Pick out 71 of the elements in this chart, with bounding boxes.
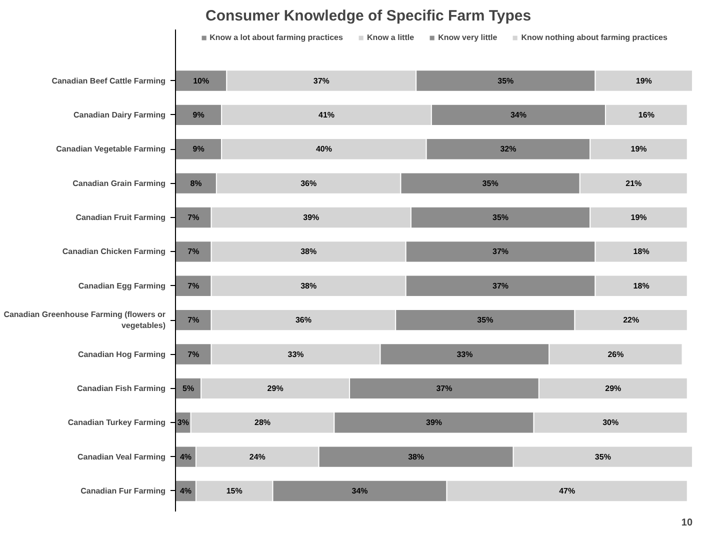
y-tick-label: Canadian Veal Farming bbox=[77, 452, 166, 462]
data-label: 39% bbox=[303, 213, 320, 222]
data-label: 9% bbox=[192, 110, 204, 120]
y-tick-label: Canadian Turkey Farming bbox=[68, 418, 166, 428]
text: 10 bbox=[681, 518, 693, 528]
data-label: 18% bbox=[633, 247, 650, 256]
data-label: 19% bbox=[630, 144, 647, 154]
legend-label: Know a lot about farming practices bbox=[210, 33, 343, 42]
data-label: 19% bbox=[630, 213, 647, 222]
data-label: 38% bbox=[300, 281, 317, 290]
data-label: 37% bbox=[313, 76, 330, 86]
y-tick-label: Canadian Egg Farming bbox=[78, 281, 166, 290]
data-label: 35% bbox=[492, 213, 509, 222]
data-label: 7% bbox=[188, 316, 200, 325]
data-label: 36% bbox=[295, 316, 312, 325]
data-label: 4% bbox=[180, 452, 192, 462]
data-label: 34% bbox=[352, 486, 368, 496]
chart-title: Consumer Knowledge of Specific Farm Types bbox=[206, 8, 532, 24]
data-label: 5% bbox=[182, 384, 194, 393]
data-label: 22% bbox=[623, 316, 640, 325]
data-label: 4% bbox=[180, 486, 192, 496]
data-label: 37% bbox=[436, 384, 452, 393]
y-tick-label: Canadian Fish Farming bbox=[77, 384, 166, 393]
data-label: 8% bbox=[190, 178, 202, 188]
data-label: 7% bbox=[188, 213, 200, 222]
data-label: 7% bbox=[188, 281, 200, 290]
y-tick-label: Canadian Fruit Farming bbox=[76, 213, 166, 222]
data-label: 37% bbox=[492, 247, 509, 256]
data-label: 19% bbox=[636, 76, 652, 86]
y-tick-label: Canadian Grain Farming bbox=[72, 178, 166, 188]
data-label: 18% bbox=[633, 281, 650, 290]
data-label: 35% bbox=[477, 316, 494, 325]
y-tick-label: Canadian Vegetable Farming bbox=[56, 144, 166, 154]
data-label: 24% bbox=[249, 452, 266, 462]
data-label: 3% bbox=[177, 418, 189, 428]
data-label: 10% bbox=[193, 76, 210, 86]
legend-label: Know very little bbox=[438, 33, 498, 42]
data-label: 15% bbox=[226, 486, 242, 496]
data-label: 28% bbox=[254, 418, 271, 428]
data-label: 41% bbox=[318, 110, 335, 120]
data-label: 40% bbox=[316, 144, 332, 154]
data-label: 34% bbox=[510, 110, 526, 120]
data-label: 29% bbox=[267, 384, 284, 393]
y-tick-label: Canadian Dairy Farming bbox=[73, 110, 166, 120]
data-label: 35% bbox=[482, 178, 498, 188]
y-tick-label: Canadian Greenhouse Farming (flowers or vegetables) bbox=[4, 310, 166, 330]
y-tick-label: Canadian Chicken Farming bbox=[62, 247, 166, 256]
data-label: 37% bbox=[492, 281, 509, 290]
data-label: 30% bbox=[602, 418, 619, 428]
data-label: 38% bbox=[408, 452, 424, 462]
data-label: 16% bbox=[638, 110, 654, 120]
data-label: 33% bbox=[456, 350, 473, 359]
y-tick-label: Canadian Beef Cattle Farming bbox=[52, 76, 166, 86]
data-label: 7% bbox=[188, 350, 200, 359]
data-label: 35% bbox=[498, 76, 514, 86]
data-label: 9% bbox=[192, 144, 204, 154]
y-tick-label: Canadian Fur Farming bbox=[80, 486, 166, 496]
data-label: 36% bbox=[300, 178, 317, 188]
legend-label: Know nothing about farming practices bbox=[521, 33, 668, 42]
data-label: 21% bbox=[626, 178, 642, 188]
data-label: 38% bbox=[300, 247, 317, 256]
data-label: 7% bbox=[188, 247, 200, 256]
legend-label: Know a little bbox=[366, 33, 414, 42]
data-label: 39% bbox=[426, 418, 442, 428]
data-label: 32% bbox=[500, 144, 516, 154]
data-label: 29% bbox=[605, 384, 622, 393]
data-label: 26% bbox=[608, 350, 624, 359]
data-label: 47% bbox=[559, 486, 576, 496]
data-label: 35% bbox=[594, 452, 611, 462]
y-tick-label: Canadian Hog Farming bbox=[78, 350, 166, 359]
data-label: 33% bbox=[288, 350, 304, 359]
